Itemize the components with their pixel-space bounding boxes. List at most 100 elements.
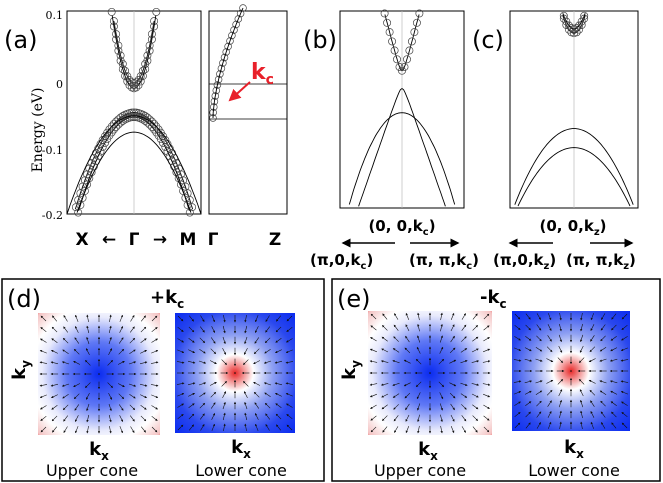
- spin-arrow: [61, 361, 70, 365]
- left-kpoint: (π,0,kc): [310, 251, 373, 272]
- panel-e: (e) -kc ky kx kx Upper cone Lower cone: [331, 278, 661, 482]
- spin-arrow: [513, 391, 522, 395]
- spin-arrow: [73, 383, 81, 387]
- spin-arrow: [39, 384, 48, 387]
- spin-arrow: [450, 425, 455, 434]
- spin-arrow: [416, 392, 421, 400]
- spin-arrow: [255, 315, 259, 323]
- spin-arrow: [222, 391, 226, 399]
- spin-arrow: [119, 426, 123, 434]
- spin-arrow: [63, 415, 69, 422]
- spin-arrow: [599, 358, 607, 362]
- spin-arrow: [51, 326, 58, 333]
- band-marker: [181, 193, 190, 202]
- spin-arrow: [187, 382, 196, 386]
- band-marker: [222, 48, 230, 56]
- spin-arrow: [62, 337, 69, 344]
- spin-arrow: [381, 336, 388, 342]
- spin-arrow: [472, 324, 479, 331]
- spin-arrow: [404, 347, 411, 354]
- spin-arrow: [547, 335, 552, 342]
- spin-arrow: [580, 399, 584, 408]
- spin-arrow: [265, 315, 270, 323]
- band-marker: [127, 113, 136, 122]
- spin-arrow: [285, 393, 293, 397]
- spin-arrow: [449, 392, 456, 399]
- spin-arrow: [403, 359, 411, 364]
- spin-arrow: [600, 400, 606, 407]
- spin-arrow: [130, 314, 135, 322]
- band-marker: [109, 22, 118, 31]
- valence-band: [348, 112, 456, 205]
- spin-arrow: [439, 335, 443, 343]
- spin-arrow: [590, 313, 594, 321]
- spin-arrow: [223, 423, 226, 432]
- spin-arrow: [394, 313, 399, 320]
- spin-arrow: [253, 360, 261, 364]
- spin-arrow: [536, 400, 542, 407]
- spin-arrow: [40, 327, 47, 333]
- spin-arrow: [274, 360, 283, 364]
- band-marker: [101, 138, 109, 147]
- spin-arrow: [417, 312, 420, 321]
- spin-arrow: [86, 403, 90, 412]
- spin-arrow: [255, 326, 259, 334]
- spin-arrow: [210, 391, 217, 398]
- spin-arrow: [590, 400, 595, 407]
- spin-arrow: [559, 323, 562, 332]
- band-marker: [161, 143, 170, 151]
- band-marker: [405, 46, 414, 55]
- spin-arrow: [482, 348, 491, 353]
- band-marker: [109, 125, 118, 134]
- spin-arrow: [440, 323, 443, 332]
- spin-arrow: [129, 415, 135, 422]
- spin-arrow: [482, 360, 491, 363]
- band-marker: [89, 162, 98, 171]
- spin-arrow: [514, 412, 521, 418]
- spin-arrow: [75, 415, 79, 423]
- right-kpoint: (π, π,kz): [566, 251, 636, 272]
- spin-arrow: [198, 382, 207, 386]
- spin-arrow: [513, 359, 522, 362]
- spin-arrow: [600, 324, 606, 331]
- spin-arrow: [369, 383, 378, 386]
- spin-arrow: [460, 382, 468, 386]
- spin-arrow: [151, 405, 159, 410]
- spin-arrow: [222, 401, 226, 410]
- spin-arrow: [151, 394, 159, 398]
- spin-arrow: [601, 313, 606, 321]
- band-marker: [236, 9, 245, 18]
- spin-arrow: [588, 358, 596, 362]
- spin-arrow: [129, 337, 136, 344]
- spin-arrow: [151, 338, 159, 343]
- spin-arrow: [392, 393, 400, 398]
- spin-arrow: [221, 380, 228, 387]
- spin-arrow: [285, 361, 294, 364]
- spin-arrow: [117, 361, 125, 365]
- spin-arrow: [548, 313, 552, 321]
- spin-arrow: [610, 347, 618, 352]
- band-marker: [562, 17, 571, 26]
- spin-arrow: [264, 337, 271, 344]
- spin-arrow: [610, 335, 617, 341]
- spin-arrow: [234, 372, 236, 374]
- spin-arrow: [514, 422, 521, 429]
- spin-arrow: [139, 383, 148, 387]
- spin-arrow: [524, 380, 533, 384]
- spin-arrow: [449, 382, 457, 387]
- spin-arrow: [610, 390, 618, 395]
- spin-arrow: [369, 348, 378, 353]
- spin-arrow: [285, 349, 293, 353]
- band-marker: [239, 4, 247, 12]
- spin-arrow: [472, 415, 479, 422]
- spin-arrow: [524, 347, 532, 352]
- y-axis-label: Energy (eV): [30, 88, 46, 173]
- spin-arrow: [513, 380, 522, 383]
- spin-arrow: [394, 426, 399, 433]
- spin-arrow: [265, 326, 271, 333]
- spin-arrow: [536, 335, 542, 342]
- spin-arrow: [620, 391, 629, 395]
- spin-arrow: [590, 410, 595, 418]
- spin-arrow: [222, 412, 226, 421]
- spin-arrow: [199, 413, 205, 420]
